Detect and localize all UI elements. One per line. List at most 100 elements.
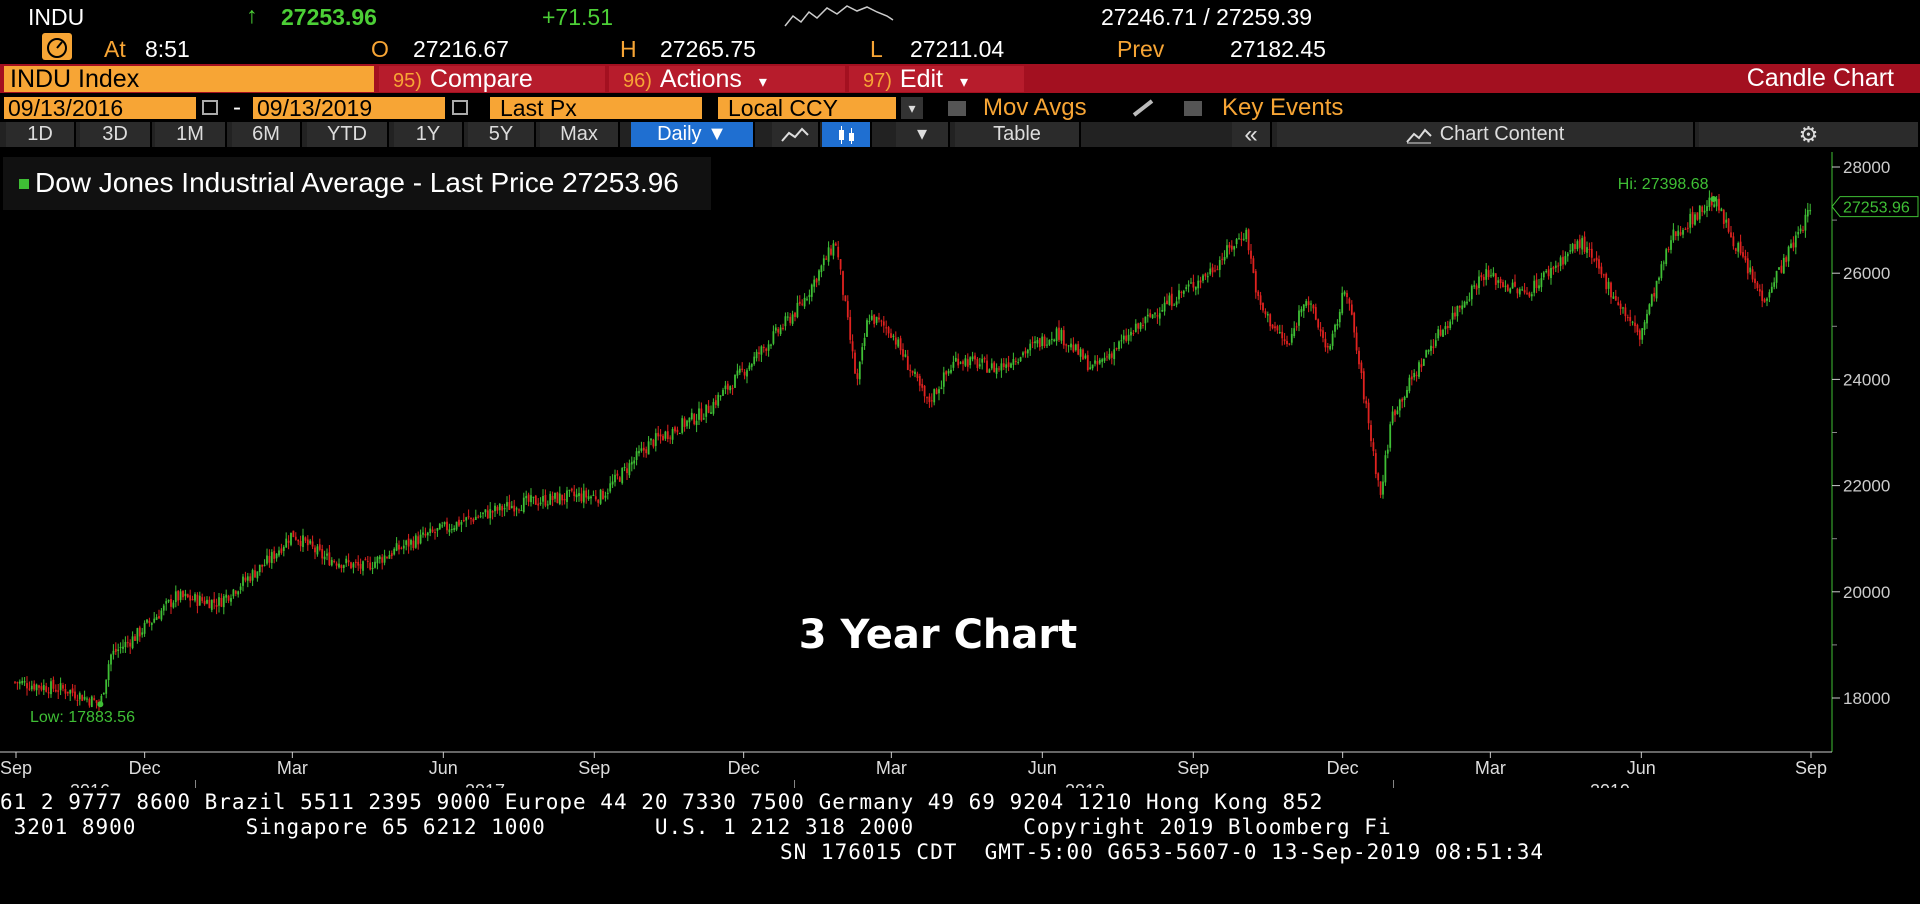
candle-body xyxy=(1787,246,1790,262)
candle-body xyxy=(1360,362,1363,374)
range-button-1y[interactable]: 1Y xyxy=(394,122,464,147)
gauge-icon[interactable] xyxy=(42,33,72,60)
candle-body xyxy=(407,538,410,547)
start-date-field[interactable]: 09/13/2016 xyxy=(4,97,196,120)
candle-body xyxy=(1252,258,1255,273)
range-button-max[interactable]: Max xyxy=(540,122,620,147)
candle-body xyxy=(102,692,105,695)
candle-body xyxy=(885,327,888,329)
key-events-checkbox[interactable] xyxy=(1184,101,1202,116)
calendar-icon[interactable] xyxy=(202,100,218,115)
candle-body xyxy=(1026,349,1029,354)
chevron-down-icon[interactable]: ▾ xyxy=(901,97,923,119)
currency-select[interactable]: Local CCY xyxy=(718,97,896,120)
candle-body xyxy=(150,622,153,625)
candle-body xyxy=(222,596,225,608)
candle-body xyxy=(282,546,285,551)
calendar-icon[interactable] xyxy=(452,100,468,115)
chart-style-dropdown[interactable]: ▾ xyxy=(896,122,950,147)
candle-body xyxy=(1514,281,1516,287)
chart-content-button[interactable]: Chart Content xyxy=(1277,122,1695,147)
key-events-label[interactable]: Key Events xyxy=(1222,94,1344,121)
candle-body xyxy=(815,278,818,283)
candle-body xyxy=(1703,210,1706,213)
security-field[interactable]: INDU Index xyxy=(4,66,374,92)
range-button-6m[interactable]: 6M xyxy=(232,122,302,147)
candle-body xyxy=(1194,286,1197,290)
candle-body xyxy=(654,433,657,446)
candle-body xyxy=(1154,313,1156,315)
mov-avgs-checkbox[interactable] xyxy=(948,101,966,116)
candle-body xyxy=(1730,232,1732,238)
candle-body xyxy=(957,358,960,366)
candle-body xyxy=(1662,262,1665,264)
line-chart-icon[interactable] xyxy=(772,122,820,147)
price-chart[interactable]: 18000 20000 22000 24000 26000 28000 Sep Dec Mar J… xyxy=(0,148,1920,788)
candle-body xyxy=(772,331,775,344)
prev-value: 27182.45 xyxy=(1230,36,1326,62)
candle-body xyxy=(1204,273,1207,277)
collapse-icon[interactable]: « xyxy=(1232,122,1272,147)
candle-body xyxy=(1742,252,1744,257)
settings-button[interactable]: ⚙ xyxy=(1699,122,1920,147)
candle-body xyxy=(297,539,300,542)
candle-body xyxy=(1437,329,1440,339)
candle-body xyxy=(837,246,840,258)
candle-body xyxy=(801,303,804,305)
candle-body xyxy=(846,301,849,318)
candle-body xyxy=(208,599,211,609)
candle-body xyxy=(230,598,232,602)
candle-body xyxy=(1653,292,1656,297)
period-select[interactable]: Daily ▼ xyxy=(631,122,755,147)
candle-body xyxy=(534,495,537,505)
candle-body xyxy=(1276,326,1279,331)
candle-body xyxy=(1086,355,1089,371)
candle-chart-icon[interactable] xyxy=(822,122,872,147)
candle-body xyxy=(974,355,976,360)
candle-body xyxy=(1444,326,1447,330)
range-button-1d[interactable]: 1D xyxy=(6,122,76,147)
edit-menu[interactable]: 97) Edit ▾ xyxy=(849,66,1024,92)
candle-body xyxy=(1096,360,1099,365)
price-field-select[interactable]: Last Px xyxy=(490,97,702,120)
pencil-icon[interactable] xyxy=(1130,98,1158,118)
candle-body xyxy=(1535,279,1538,288)
range-button-1m[interactable]: 1M xyxy=(155,122,227,147)
candle-body xyxy=(1792,242,1795,248)
candle-body xyxy=(688,417,691,423)
candle-body xyxy=(1684,228,1687,230)
candle-body xyxy=(1101,359,1104,362)
table-button[interactable]: Table xyxy=(955,122,1081,147)
candle-body xyxy=(650,438,652,441)
candle-body xyxy=(78,693,81,700)
range-button-3d[interactable]: 3D xyxy=(80,122,152,147)
candle-body xyxy=(1506,284,1509,291)
candle-body xyxy=(1240,238,1243,241)
candle-body xyxy=(14,681,16,683)
candle-body xyxy=(988,369,991,373)
candle-body xyxy=(1470,285,1473,300)
mov-avgs-label[interactable]: Mov Avgs xyxy=(983,94,1087,121)
candle-body xyxy=(1288,343,1291,345)
candle-body xyxy=(1422,358,1425,366)
candle-body xyxy=(1338,311,1341,323)
candle-body xyxy=(1509,288,1512,293)
compare-button[interactable]: 95) Compare xyxy=(379,66,605,92)
candle-body xyxy=(674,427,676,432)
candle-body xyxy=(1737,243,1740,252)
candle-body xyxy=(609,483,612,492)
end-date-field[interactable]: 09/13/2019 xyxy=(253,97,445,120)
candle-body xyxy=(870,315,873,320)
candle-body xyxy=(671,428,674,440)
footer-contacts-2: 3201 8900 Singapore 65 6212 1000 U.S. 1 … xyxy=(0,815,1392,839)
candle-body xyxy=(1163,302,1166,312)
range-button-ytd[interactable]: YTD xyxy=(307,122,389,147)
range-button-5y[interactable]: 5Y xyxy=(468,122,536,147)
quote-time: 8:51 xyxy=(145,36,190,62)
candle-body xyxy=(256,571,259,579)
candle-body xyxy=(470,518,472,520)
actions-menu[interactable]: 96) Actions ▾ xyxy=(609,66,845,92)
candle-body xyxy=(690,412,693,420)
last-price: 27253.96 xyxy=(281,4,377,30)
candle-body xyxy=(1756,282,1759,289)
